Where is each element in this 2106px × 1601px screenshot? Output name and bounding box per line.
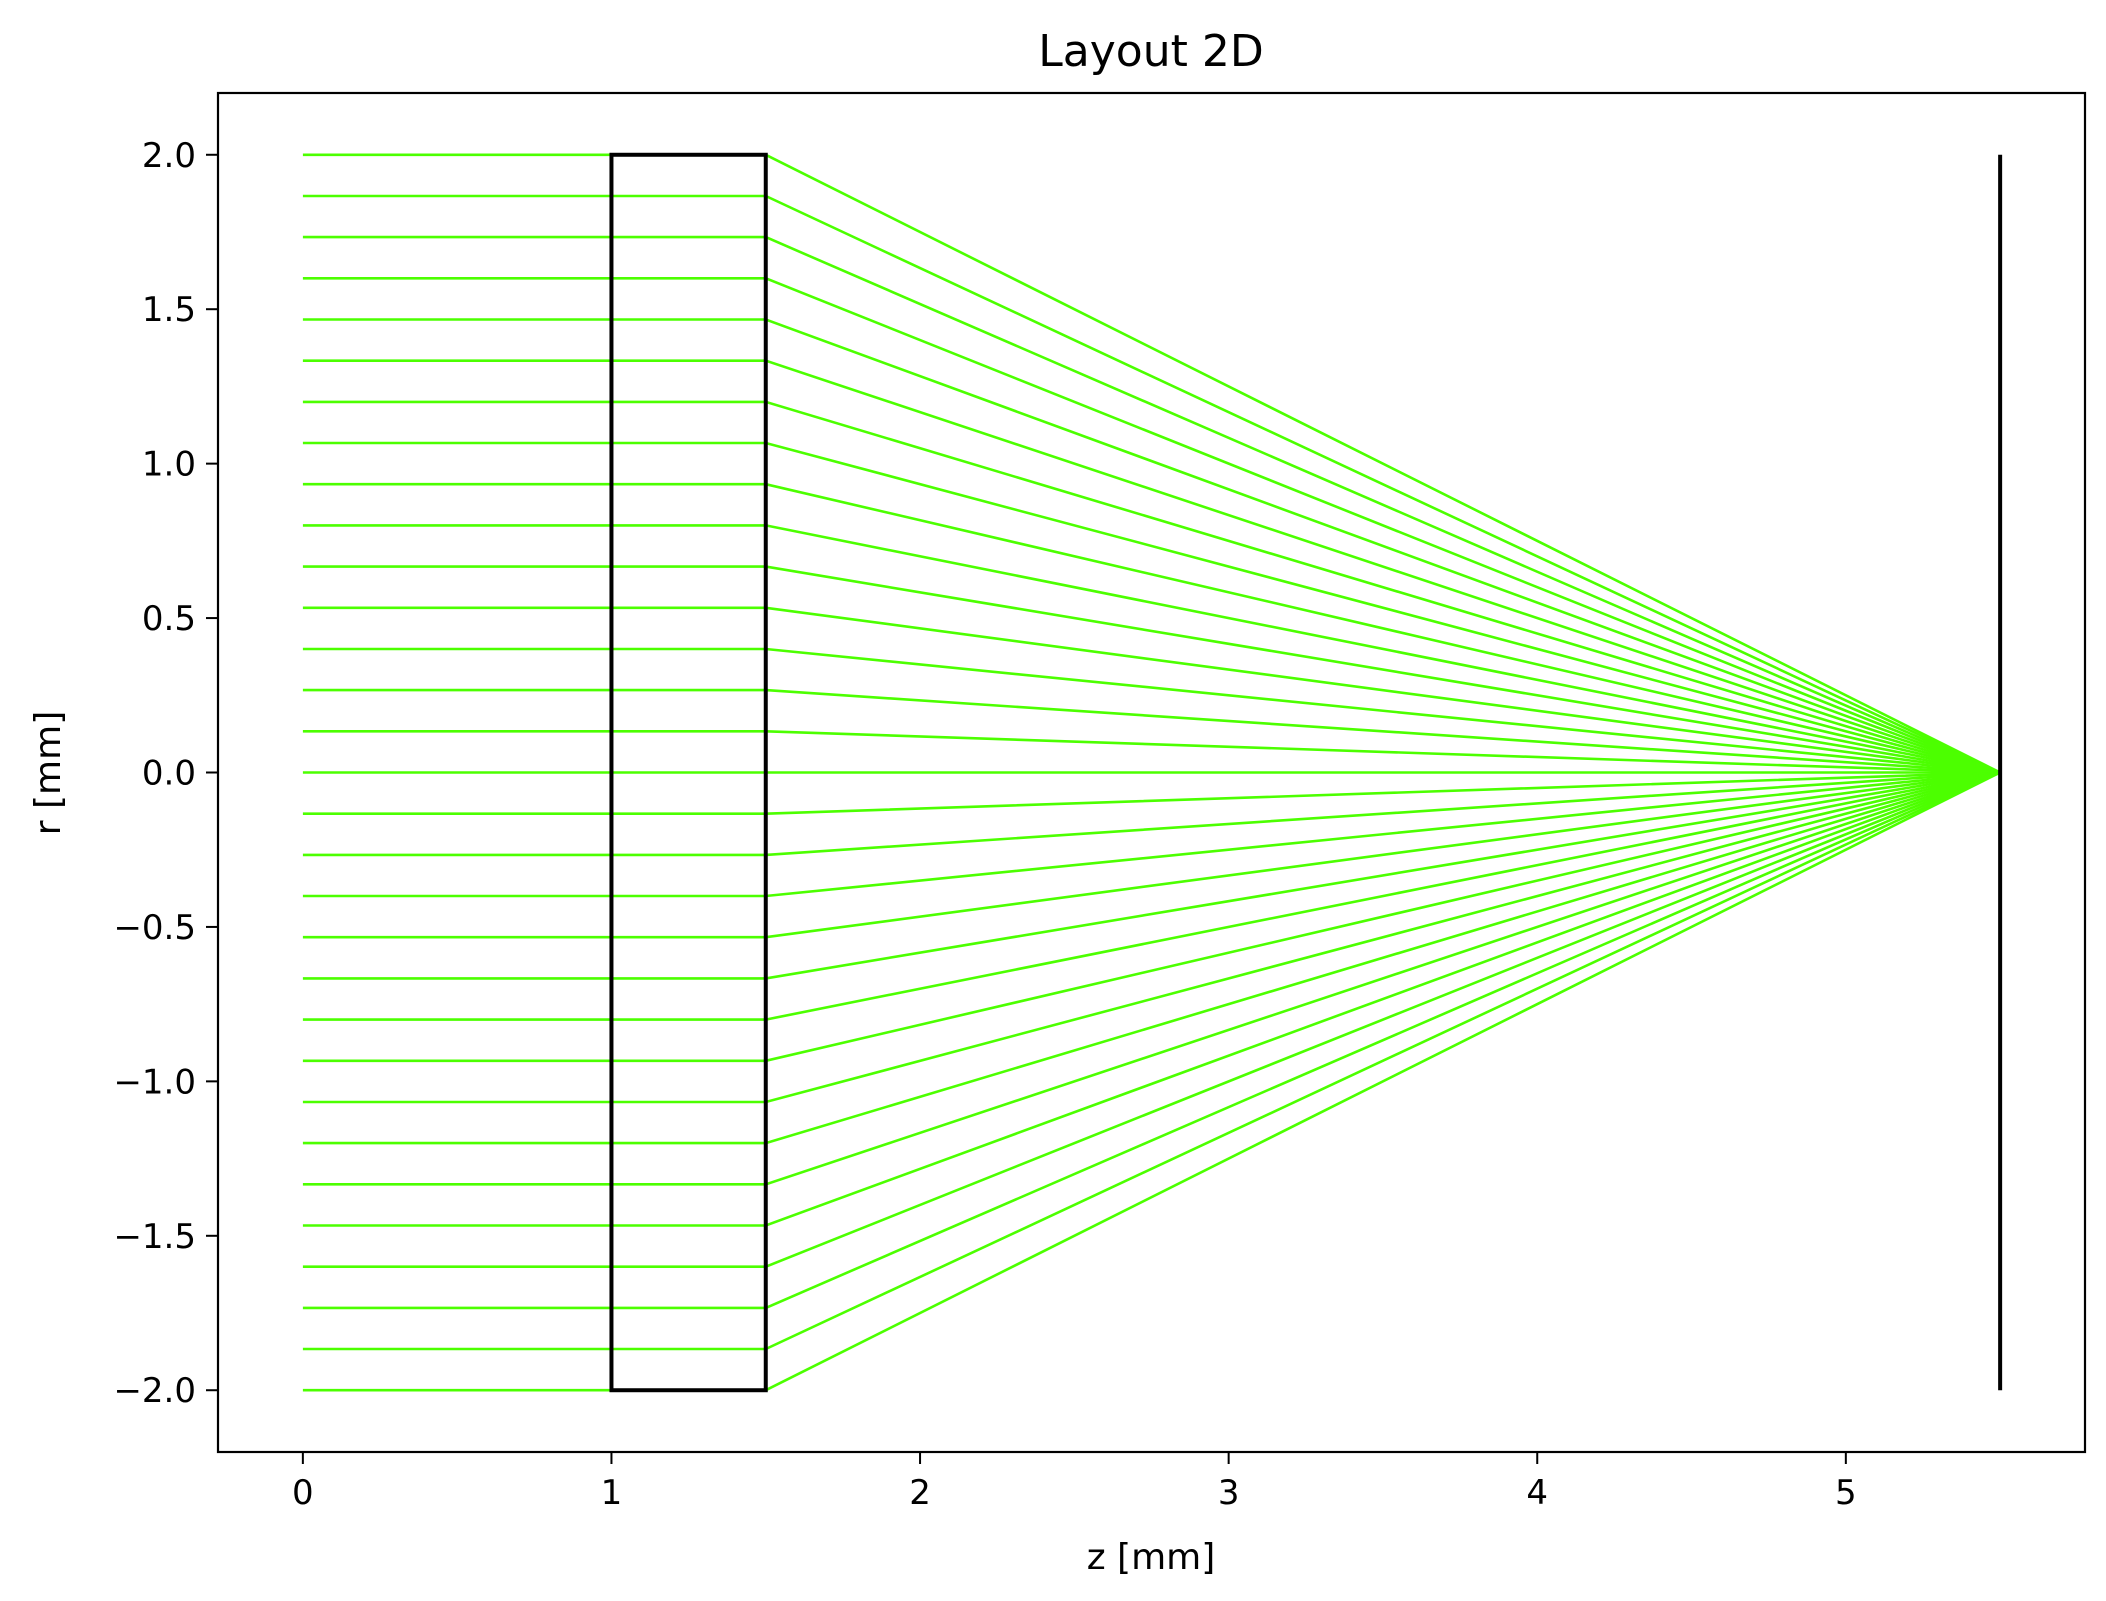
ray-18 xyxy=(302,771,2001,857)
ray-3 xyxy=(302,235,2001,774)
ray-21 xyxy=(302,771,2001,980)
x-tick-label-2: 2 xyxy=(909,1473,931,1513)
x-tick-label-3: 3 xyxy=(1218,1473,1240,1513)
optical-elements-group xyxy=(609,152,2003,1393)
rays-group xyxy=(302,153,2001,1392)
ray-28 xyxy=(302,771,2001,1268)
ray-15 xyxy=(302,729,2001,774)
ray-27 xyxy=(302,771,2001,1227)
ray-6 xyxy=(302,359,2001,774)
y-tick-label-0: 2.0 xyxy=(142,136,196,176)
ray-10 xyxy=(302,524,2001,774)
ray-26 xyxy=(302,771,2001,1186)
x-axis-ticks: 0 1 2 3 4 5 xyxy=(292,1452,1857,1513)
x-tick-label-1: 1 xyxy=(601,1473,623,1513)
ray-25 xyxy=(302,771,2001,1145)
y-tick-label-4: 0.0 xyxy=(142,754,196,794)
ray-24 xyxy=(302,771,2001,1104)
y-tick-label-7: −1.5 xyxy=(113,1217,196,1257)
ray-5 xyxy=(302,318,2001,774)
ray-23 xyxy=(302,771,2001,1063)
y-axis-ticks: 2.0 1.5 1.0 0.5 0.0 −0.5 −1.0 −1.5 −2.0 xyxy=(113,136,218,1411)
ray-13 xyxy=(302,647,2001,774)
y-axis-label: r [mm] xyxy=(28,711,69,835)
y-tick-label-6: −1.0 xyxy=(113,1062,196,1102)
x-tick-label-5: 5 xyxy=(1835,1473,1857,1513)
ray-2 xyxy=(302,194,2001,774)
ray-12 xyxy=(302,606,2001,774)
x-axis-label: z [mm] xyxy=(1087,1537,1216,1578)
lens-element xyxy=(609,152,768,1393)
ray-14 xyxy=(302,688,2001,774)
ray-17 xyxy=(302,771,2001,816)
y-tick-label-3: 0.5 xyxy=(142,599,196,639)
ray-7 xyxy=(302,400,2001,774)
ray-9 xyxy=(302,482,2001,774)
ray-30 xyxy=(302,771,2001,1351)
x-tick-label-0: 0 xyxy=(292,1473,314,1513)
y-tick-label-8: −2.0 xyxy=(113,1371,196,1411)
ray-11 xyxy=(302,565,2001,774)
y-tick-label-1: 1.5 xyxy=(142,290,196,330)
y-tick-label-5: −0.5 xyxy=(113,908,196,948)
chart-title: Layout 2D xyxy=(1038,26,1263,77)
ray-29 xyxy=(302,771,2001,1310)
ray-19 xyxy=(302,771,2001,898)
ray-22 xyxy=(302,771,2001,1021)
x-tick-label-4: 4 xyxy=(1526,1473,1548,1513)
ray-20 xyxy=(302,771,2001,939)
ray-4 xyxy=(302,276,2001,774)
y-tick-label-2: 1.0 xyxy=(142,445,196,485)
ray-8 xyxy=(302,441,2001,774)
